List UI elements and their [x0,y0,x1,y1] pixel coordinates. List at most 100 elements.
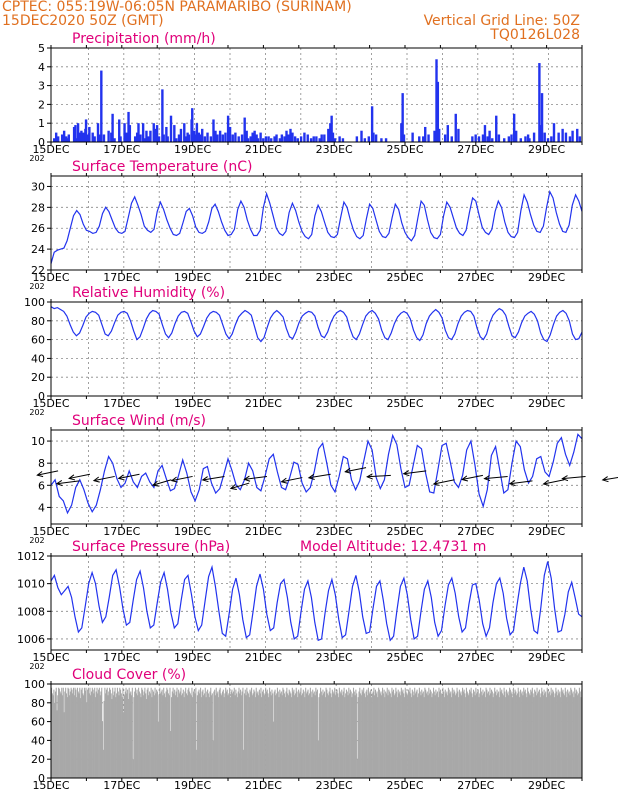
cloud-bar [227,695,229,778]
cloud-bar [356,759,358,778]
cloud-bar [379,693,381,778]
cloud-bar [158,695,160,778]
precip-bar [424,126,427,142]
cloud-bar [221,691,224,778]
header-model-code: TQ0126L028 [490,27,580,43]
cloud-bar [84,690,86,778]
precip-bar [143,138,147,142]
cloud-bar [105,689,107,778]
cloud-bar [425,693,428,778]
cloud-bar [263,693,265,778]
cloud-bar [375,693,377,778]
cloud-bar [82,693,84,778]
precip-bar [267,136,270,142]
cloud-bar [114,687,116,778]
precip-bar [312,136,315,142]
precip-bar [224,132,227,142]
x-tick-label: 17DEC [103,143,140,156]
precip-bar [519,138,523,142]
cloud-bar [456,687,458,778]
precip-bar [454,113,457,142]
cloud-bar [487,691,489,778]
wind-vector [543,479,565,485]
cloud-bar [517,687,519,778]
cloud-bar [208,697,210,778]
wind-vector [171,475,193,482]
cloud-bar [87,689,89,778]
precip-bar [96,123,100,142]
cloud-bar [185,693,187,778]
precip-bar [128,125,132,142]
y-tick-label: 40 [31,352,45,365]
y-tick-label: 20 [31,371,45,384]
wind-vector [152,479,172,486]
cloud-bar [238,687,240,778]
precip-bar [528,138,531,142]
cloud-bar [432,693,434,778]
cloud-bar [412,691,414,778]
cloud-bar [153,695,155,778]
cloud-bar [129,693,131,778]
cloud-bar [128,687,130,778]
x-tick-label: 17DEC [103,397,140,410]
cloud-bar [209,691,211,778]
precip-bar [113,138,116,142]
cloud-bar [343,687,345,778]
cloud-bar [331,689,333,778]
precip-bar [102,134,106,142]
precip-bar [323,134,326,142]
cloud-bar [354,695,356,778]
precip-bar [234,132,237,142]
cloud-bar [505,689,508,778]
precip-bar [161,89,164,142]
cloud-bar [133,697,135,778]
x-tick-label: 19DEC [174,779,211,792]
cloud-bar [94,687,96,778]
cloud-bar [453,689,455,778]
precip-bar [98,134,101,142]
cloud-bar [522,695,524,778]
y-tick-label: 60 [31,334,45,347]
wind-vector-head [151,480,159,487]
cloud-bar [465,687,468,778]
x-tick-label: 29DEC [528,651,565,664]
cloud-bar [135,693,137,778]
cloud-bar [131,687,133,778]
precip-bar [273,136,276,142]
precip-bar [315,136,318,142]
precip-bar [93,136,96,142]
x-tick-label: 15DEC [32,525,69,538]
cloud-bar [69,691,71,778]
wind-vector [367,474,391,478]
cloud-bar [360,695,362,778]
cloud-bar [190,695,192,778]
cloud-bar [364,697,366,778]
cloud-bar [502,695,504,778]
precip-bar [191,108,194,142]
cloud-bar [308,695,310,778]
cloud-bar [141,687,143,778]
cloud-bar [485,687,487,778]
cloud-bar [353,691,355,778]
cloud-bar [545,697,548,778]
cloud-bar [552,689,554,778]
precip-bar [446,125,449,142]
cloud-bar [85,687,87,778]
cloud-bar [566,697,568,778]
cloud-bar [524,689,526,778]
cloud-bar [496,689,498,778]
cloud-bar [160,693,162,778]
cloud-bar [302,689,304,778]
cloud-bar [405,691,407,778]
precip-bar [524,136,527,142]
cloud-bar [480,691,482,778]
cloud-bar [73,695,75,778]
cloud-bar [557,689,559,778]
x-tick-label: 19DEC [174,143,211,156]
cloud-bar [83,695,85,778]
cloud-bar [87,687,89,778]
cloud-bar [385,693,387,778]
cloud-bar [527,691,529,778]
cloud-bar [123,695,126,778]
cloud-bar [336,689,338,778]
